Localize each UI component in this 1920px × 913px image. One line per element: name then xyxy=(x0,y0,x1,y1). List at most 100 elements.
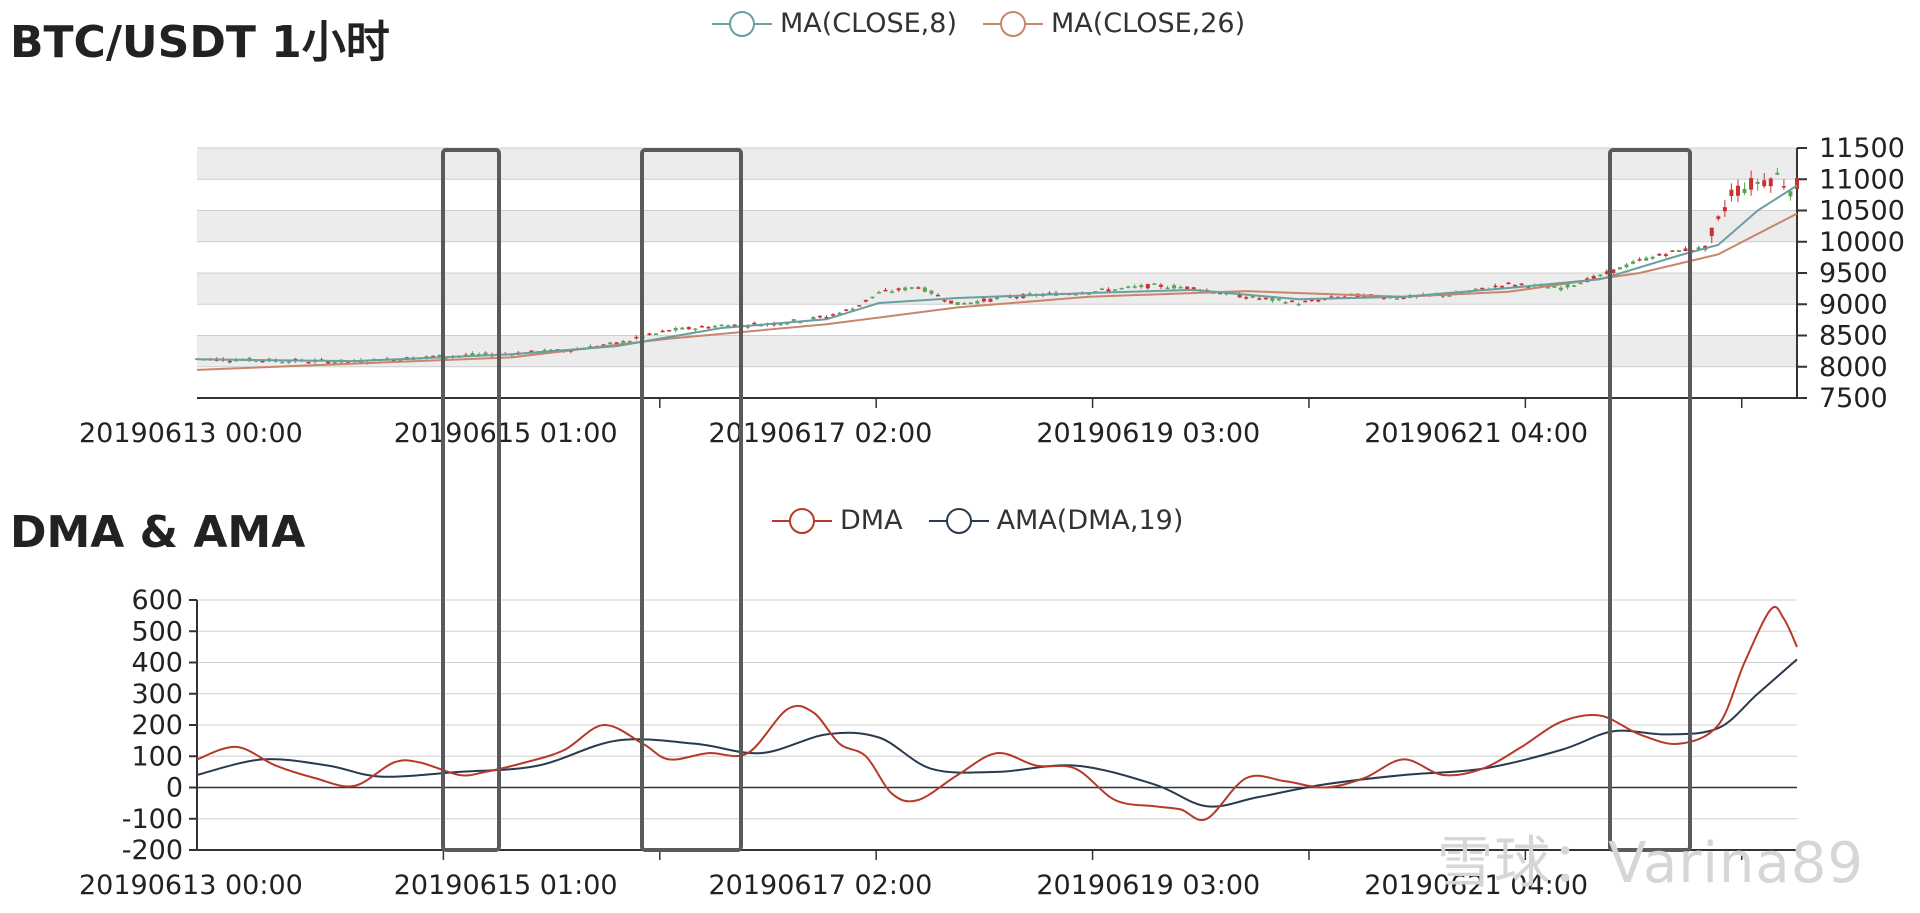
candle-body xyxy=(1401,296,1406,299)
candle-body xyxy=(1729,189,1734,197)
candle-body xyxy=(1513,284,1518,287)
candle-body xyxy=(922,287,927,292)
dma-line xyxy=(196,605,1798,821)
candle-body xyxy=(883,289,888,292)
candle-body xyxy=(326,361,331,364)
candle-body xyxy=(673,328,678,331)
candle-body xyxy=(1263,297,1268,300)
price-ytick-label-10000: 10000 xyxy=(1819,227,1905,258)
price-band-8000 xyxy=(197,335,1797,367)
price-ytick-label-10500: 10500 xyxy=(1819,196,1905,227)
candle-body xyxy=(1493,285,1498,288)
dma-xtick-label-3: 20190619 03:00 xyxy=(1036,870,1260,901)
candle-body xyxy=(975,301,980,304)
price-band-11000 xyxy=(197,148,1797,180)
candle-body xyxy=(870,296,875,299)
candle-body xyxy=(1709,227,1714,237)
candle-body xyxy=(286,361,291,363)
candle-body xyxy=(686,326,691,330)
candle-body xyxy=(1145,284,1150,289)
candle-body xyxy=(1172,285,1177,289)
candle-body xyxy=(896,288,901,291)
legend-item-dma[interactable]: DMA xyxy=(772,505,903,536)
price-ytick-label-9500: 9500 xyxy=(1819,258,1888,289)
candle-body xyxy=(778,323,783,326)
candle-body xyxy=(693,328,698,331)
candle-body xyxy=(1244,297,1249,299)
candle-body xyxy=(227,360,232,363)
candle-body xyxy=(1303,300,1308,303)
candle-body xyxy=(706,326,711,329)
candle-body xyxy=(1309,299,1314,302)
ama-line xyxy=(196,658,1798,808)
candle-body xyxy=(1237,293,1242,298)
candle-body xyxy=(1178,287,1183,289)
candle-body xyxy=(713,326,718,328)
candle-body xyxy=(470,353,475,356)
candle-body xyxy=(1578,282,1583,285)
price-ytick-label-7500: 7500 xyxy=(1819,383,1888,414)
candle-body xyxy=(962,303,967,305)
candle-body xyxy=(1611,269,1616,273)
candle-body xyxy=(280,361,285,364)
price-xtick-label-1: 20190615 01:00 xyxy=(394,418,618,449)
candle-body xyxy=(483,352,488,355)
dma-xtick-label-2: 20190617 02:00 xyxy=(709,870,933,901)
candle-body xyxy=(1099,288,1104,291)
candle-body xyxy=(1683,248,1688,251)
candle-body xyxy=(903,287,908,291)
legend-marker-dma-icon xyxy=(772,507,832,534)
candle-body xyxy=(1775,172,1780,175)
candle-body xyxy=(1795,177,1799,189)
candle-body xyxy=(1506,282,1511,285)
dma-xtick-label-0: 20190613 00:00 xyxy=(79,870,303,901)
dma-ytick-label-0: 0 xyxy=(166,773,183,804)
candle-body xyxy=(431,355,436,358)
candle-body xyxy=(1735,185,1740,196)
legend-item-ma8[interactable]: MA(CLOSE,8) xyxy=(712,8,957,39)
candle-body xyxy=(1283,302,1288,304)
legend-label-ama: AMA(DMA,19) xyxy=(996,505,1184,536)
candle-body xyxy=(1126,286,1131,288)
candle-body xyxy=(1722,207,1727,212)
candle-body xyxy=(1217,292,1222,295)
dma-ytick-label--100: -100 xyxy=(122,804,183,835)
price-ytick-label-9000: 9000 xyxy=(1819,289,1888,320)
candle-body xyxy=(1191,287,1196,291)
candle-body xyxy=(752,322,757,325)
candle-body xyxy=(1499,285,1504,288)
candle-body xyxy=(968,302,973,304)
legend-marker-ama-icon xyxy=(928,507,989,534)
dma-ytick-label-600: 600 xyxy=(131,585,183,616)
indicator-chart-legend: DMA AMA(DMA,19) xyxy=(772,505,1183,536)
price-band-10000 xyxy=(197,210,1797,242)
legend-item-ma26[interactable]: MA(CLOSE,26) xyxy=(982,8,1245,39)
candle-body xyxy=(627,340,632,343)
candle-body xyxy=(949,300,954,304)
legend-label-dma: DMA xyxy=(840,505,903,536)
candle-body xyxy=(844,309,849,311)
candle-body xyxy=(1447,295,1452,297)
candle-body xyxy=(850,308,855,311)
legend-item-ama[interactable]: AMA(DMA,19) xyxy=(928,505,1184,536)
candle-body xyxy=(1558,287,1563,291)
dma-ytick-label-400: 400 xyxy=(131,648,183,679)
candle-body xyxy=(1119,287,1124,290)
candle-body xyxy=(1519,283,1524,286)
candle-body xyxy=(811,317,816,320)
price-xtick-label-4: 20190621 04:00 xyxy=(1364,418,1588,449)
candle-body xyxy=(1552,285,1557,288)
candle-body xyxy=(929,290,934,294)
candle-body xyxy=(1624,264,1629,268)
candle-body xyxy=(529,350,534,353)
price-xtick-label-0: 20190613 00:00 xyxy=(79,418,303,449)
candle-body xyxy=(1027,293,1032,295)
dma-ytick-label-500: 500 xyxy=(131,616,183,647)
ma26-line xyxy=(196,212,1798,371)
legend-label-ma8: MA(CLOSE,8) xyxy=(780,8,957,39)
legend-marker-ma26-icon xyxy=(982,10,1043,37)
candle-body xyxy=(1014,296,1019,299)
candle-body xyxy=(1139,285,1144,288)
ma8-line xyxy=(196,184,1798,363)
